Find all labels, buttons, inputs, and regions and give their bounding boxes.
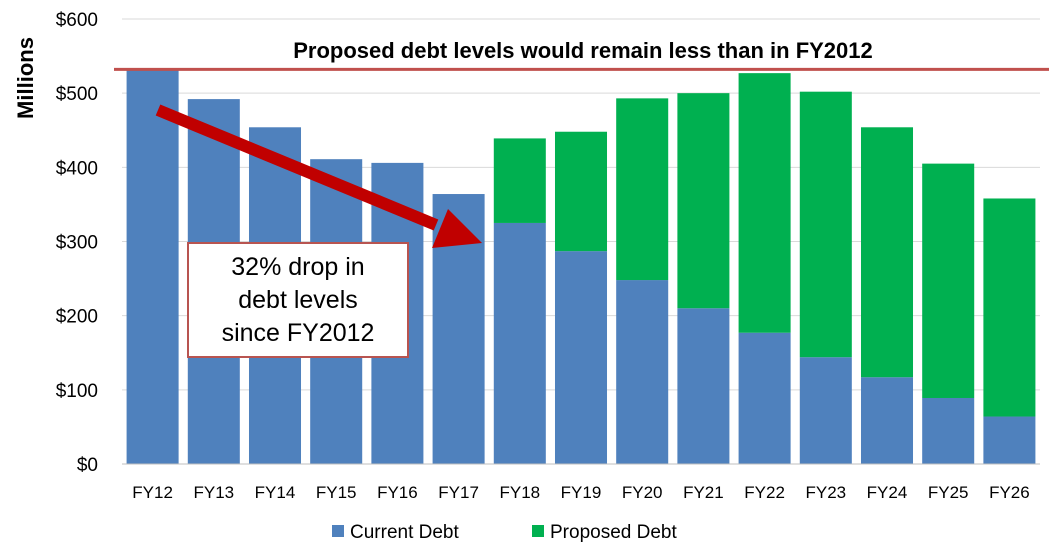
bar-proposed-debt-fy24 xyxy=(860,127,914,378)
x-tick-label: FY14 xyxy=(255,483,296,502)
x-tick-label: FY20 xyxy=(622,483,663,502)
drop-annotation-box: 32% drop in debt levels since FY2012 xyxy=(187,242,409,358)
legend-label-current-debt: Current Debt xyxy=(350,522,459,543)
bar-proposed-debt-fy21 xyxy=(677,93,730,309)
x-tick-label: FY15 xyxy=(316,483,357,502)
y-tick-label: $300 xyxy=(56,233,98,254)
bar-proposed-debt-fy22 xyxy=(738,73,791,333)
y-tick-label: $600 xyxy=(56,10,98,31)
y-tick-label: $0 xyxy=(77,455,98,476)
bar-current-debt-fy20 xyxy=(616,280,669,464)
x-tick-label: FY25 xyxy=(928,483,969,502)
bar-proposed-debt-fy26 xyxy=(983,198,1036,417)
reference-line-label: Proposed debt levels would remain less t… xyxy=(293,38,873,63)
bar-current-debt-fy26 xyxy=(983,416,1036,464)
bar-current-debt-fy22 xyxy=(738,332,791,464)
x-tick-label: FY26 xyxy=(989,483,1030,502)
bar-proposed-debt-fy23 xyxy=(799,91,852,358)
x-tick-label: FY18 xyxy=(499,483,540,502)
drop-arrow-shaft xyxy=(155,104,439,231)
y-tick-label: $100 xyxy=(56,381,98,402)
x-tick-label: FY12 xyxy=(132,483,173,502)
x-tick-label: FY24 xyxy=(867,483,908,502)
bar-current-debt-fy12 xyxy=(126,69,179,464)
bar-current-debt-fy23 xyxy=(799,357,852,464)
bar-current-debt-fy25 xyxy=(922,397,975,464)
bar-proposed-debt-fy19 xyxy=(554,131,608,252)
bar-current-debt-fy19 xyxy=(554,251,608,464)
y-tick-label: $200 xyxy=(56,307,98,328)
x-tick-label: FY22 xyxy=(744,483,785,502)
y-tick-label: $400 xyxy=(56,158,98,179)
legend: Current Debt Proposed Debt xyxy=(332,522,677,543)
bar-proposed-debt-fy25 xyxy=(922,163,975,398)
drop-annotation-text: 32% drop in debt levels since FY2012 xyxy=(221,252,375,347)
x-tick-label: FY21 xyxy=(683,483,724,502)
x-axis-ticks: FY12 FY13 FY14 FY15 FY16 FY17 FY18 FY19 FY20 FY21… xyxy=(132,483,1029,502)
x-tick-label: FY23 xyxy=(805,483,846,502)
y-axis-label: Millions xyxy=(13,37,38,119)
bar-current-debt-fy18 xyxy=(493,222,546,464)
bar-current-debt-fy24 xyxy=(860,377,914,464)
drop-arrow xyxy=(155,104,482,248)
x-tick-label: FY13 xyxy=(193,483,234,502)
x-tick-label: FY19 xyxy=(561,483,602,502)
y-tick-label: $500 xyxy=(56,84,98,105)
bar-current-debt-fy21 xyxy=(677,308,730,464)
bar-proposed-debt-fy18 xyxy=(493,138,546,223)
legend-swatch-proposed-debt xyxy=(532,525,544,537)
bar-proposed-debt-fy20 xyxy=(616,98,669,281)
drop-arrow-head xyxy=(432,209,482,248)
x-tick-label: FY17 xyxy=(438,483,479,502)
y-axis-ticks: $0 $100 $200 $300 $400 $500 $600 xyxy=(56,10,98,476)
legend-swatch-current-debt xyxy=(332,525,344,537)
legend-label-proposed-debt: Proposed Debt xyxy=(550,522,677,543)
x-tick-label: FY16 xyxy=(377,483,418,502)
